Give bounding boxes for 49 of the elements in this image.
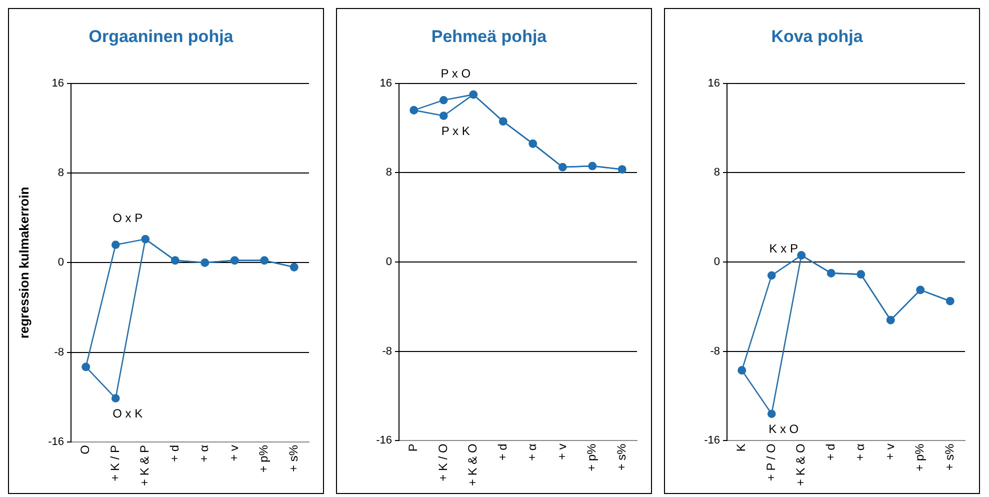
x-tick-label: + p% bbox=[256, 444, 271, 473]
y-tick-label: 16 bbox=[380, 77, 392, 90]
x-tick-label: + d bbox=[823, 444, 838, 461]
x-tick-label: + s% bbox=[942, 443, 956, 471]
y-tick-label: -16 bbox=[48, 436, 64, 448]
x-tick-label: + K / O bbox=[436, 444, 450, 482]
x-tick-label: + v bbox=[226, 444, 241, 462]
x-tick-label: + v bbox=[882, 444, 897, 460]
x-tick-label: + K & P bbox=[138, 444, 152, 486]
y-tick-label: 0 bbox=[714, 256, 720, 268]
y-axis-title: regression kulmakerroin bbox=[16, 186, 32, 339]
x-tick-label: K bbox=[734, 444, 748, 452]
y-tick-label: 0 bbox=[58, 256, 64, 269]
x-tick-label: + K & O bbox=[794, 444, 808, 486]
chart-title: Orgaaninen pohja bbox=[88, 26, 234, 46]
x-tick-label: P bbox=[406, 444, 420, 452]
y-tick-label: -16 bbox=[704, 434, 720, 447]
y-tick-label: -8 bbox=[54, 346, 64, 358]
series-label: P x O bbox=[440, 66, 471, 80]
x-tick-label: + d bbox=[495, 444, 510, 461]
x-tick-label: + α bbox=[853, 444, 868, 461]
series-label: O x P bbox=[112, 211, 143, 226]
x-tick-label: + P / O bbox=[764, 444, 778, 482]
series-label: K x O bbox=[768, 422, 799, 436]
series-label: P x K bbox=[441, 124, 470, 138]
series-label: O x K bbox=[112, 406, 143, 421]
x-tick-label: + K & O bbox=[466, 444, 480, 486]
y-tick-label: 8 bbox=[386, 166, 392, 179]
x-tick-label: + α bbox=[525, 444, 540, 461]
chart-title: Pehmeä pohja bbox=[431, 26, 548, 46]
x-tick-label: + s% bbox=[614, 443, 628, 471]
x-tick-label: + s% bbox=[286, 444, 300, 472]
x-tick-label: + p% bbox=[584, 443, 599, 472]
y-tick-label: -8 bbox=[382, 345, 392, 358]
series-label: K x P bbox=[769, 242, 798, 256]
chart-title: Kova pohja bbox=[771, 26, 864, 46]
y-tick-label: -16 bbox=[376, 434, 392, 447]
y-tick-label: 0 bbox=[386, 256, 392, 268]
y-tick-label: 16 bbox=[708, 77, 720, 90]
x-tick-label: + v bbox=[554, 444, 569, 460]
x-tick-label: + d bbox=[167, 444, 182, 462]
x-tick-label: O bbox=[78, 444, 92, 454]
x-tick-label: + p% bbox=[912, 443, 927, 472]
y-tick-label: 8 bbox=[58, 167, 64, 180]
y-tick-label: 16 bbox=[52, 77, 64, 90]
x-tick-label: + α bbox=[197, 444, 212, 462]
x-tick-label: + K / P bbox=[108, 444, 122, 482]
y-tick-label: 8 bbox=[714, 166, 720, 179]
y-tick-label: -8 bbox=[710, 345, 720, 358]
